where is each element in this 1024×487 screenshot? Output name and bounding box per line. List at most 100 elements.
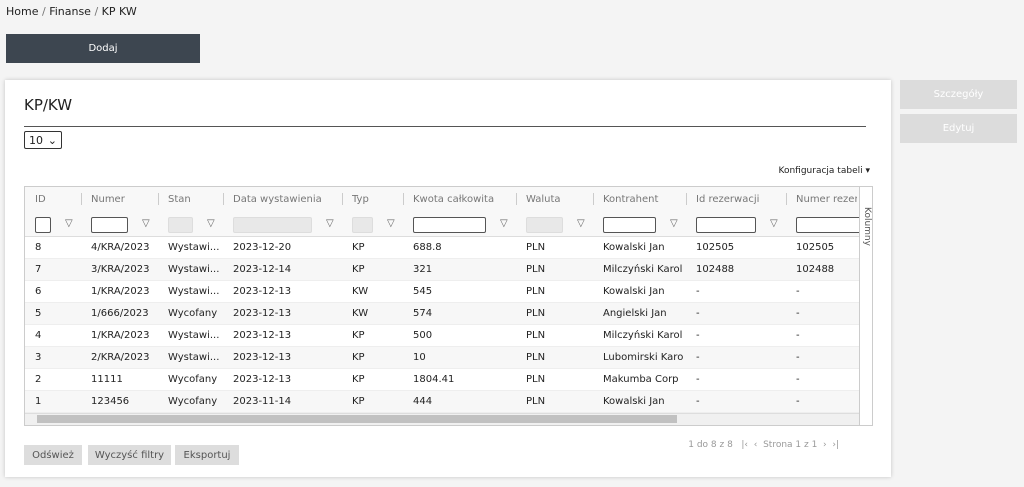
column-header[interactable]: Numer [91, 194, 125, 205]
filter-icon[interactable]: ▽ [387, 218, 395, 229]
config-menu[interactable]: Konfiguracja tabeli ▾ [778, 166, 870, 176]
table-cell: 2023-12-13 [233, 286, 292, 297]
column-header[interactable]: Typ [352, 194, 369, 205]
table-row [25, 281, 859, 303]
table-cell: - [696, 286, 700, 297]
table-cell: Wystawi... [168, 264, 220, 275]
columns-label[interactable]: Kolumny [862, 207, 872, 246]
table-cell: 3 [35, 352, 42, 363]
table-row [25, 347, 859, 369]
filter-icon[interactable]: ▽ [670, 218, 678, 229]
filter-icon[interactable]: ▽ [500, 218, 508, 229]
page-label: Strona 1 z 1 [763, 440, 818, 450]
column-header[interactable]: Stan [168, 194, 191, 205]
page-size-select[interactable]: 10 ⌄ [24, 131, 62, 149]
details-button[interactable]: Szczegóły [900, 80, 1017, 109]
table-cell: 10 [413, 352, 426, 363]
column-header[interactable]: ID [35, 194, 46, 205]
filter-icon[interactable]: ▽ [326, 218, 334, 229]
column-separator [223, 193, 224, 205]
table-cell: PLN [526, 330, 546, 341]
column-header[interactable]: Kwota całkowita [413, 194, 495, 205]
filter-icon[interactable]: ▽ [207, 218, 215, 229]
table-cell: 8 [35, 242, 42, 253]
table-cell: 545 [413, 286, 433, 297]
column-header[interactable]: Waluta [526, 194, 561, 205]
column-separator [403, 193, 404, 205]
table-cell: - [796, 286, 800, 297]
filter-icon[interactable]: ▽ [577, 218, 585, 229]
filter-input[interactable] [91, 217, 128, 233]
column-header[interactable]: Id rezerwacji [696, 194, 760, 205]
table-cell: 6 [35, 286, 42, 297]
table-cell: 444 [413, 396, 433, 407]
table-cell: Wycofany [168, 308, 218, 319]
table-cell: 1/KRA/2023 [91, 330, 150, 341]
table-cell: Kowalski Jan [603, 242, 665, 253]
crumb[interactable]: Home [6, 5, 39, 18]
filter-input[interactable] [35, 217, 51, 233]
edit-button[interactable]: Edytuj [900, 114, 1017, 143]
table-cell: 4/KRA/2023 [91, 242, 150, 253]
table: ID ▽ Numer ▽ Stan ▽ Data wystawienia ▽ Typ ▽ Kwota… [24, 186, 873, 426]
table-cell: 102505 [696, 242, 735, 253]
filter-input[interactable] [603, 217, 656, 233]
filter-icon[interactable]: ▽ [65, 218, 73, 229]
table-cell: 2/KRA/2023 [91, 352, 150, 363]
table-cell: 11111 [91, 374, 123, 385]
table-cell: KW [352, 286, 369, 297]
table-cell: 102505 [796, 242, 835, 253]
column-header[interactable]: Kontrahent [603, 194, 659, 205]
config-label: Konfiguracja tabeli [778, 166, 863, 176]
refresh-button[interactable]: Odśwież [24, 445, 82, 465]
add-button[interactable]: Dodaj [6, 34, 200, 63]
table-cell: KW [352, 308, 369, 319]
table-cell: 2023-12-13 [233, 308, 292, 319]
filter-icon[interactable]: ▽ [770, 218, 778, 229]
card: KP/KW 10 ⌄ Konfiguracja tabeli ▾ ID ▽ Numer… [5, 80, 891, 477]
table-cell: KP [352, 352, 365, 363]
table-cell: 574 [413, 308, 433, 319]
table-cell: Angielski Jan [603, 308, 667, 319]
table-cell: Lubomirski Karol [603, 352, 684, 363]
column-separator [516, 193, 517, 205]
table-cell: PLN [526, 374, 546, 385]
table-cell: KP [352, 396, 365, 407]
table-cell: 3/KRA/2023 [91, 264, 150, 275]
export-button[interactable]: Eksportuj [175, 445, 239, 465]
column-header[interactable]: Data wystawienia [233, 194, 322, 205]
table-cell: - [796, 330, 800, 341]
table-cell: Wystawi... [168, 352, 220, 363]
table-cell: 5 [35, 308, 42, 319]
filter-icon[interactable]: ▽ [142, 218, 150, 229]
table-cell: - [696, 352, 700, 363]
table-cell: - [696, 330, 700, 341]
table-cell: KP [352, 242, 365, 253]
column-header[interactable]: Numer rezerw [796, 194, 857, 205]
column-separator [342, 193, 343, 205]
table-cell: PLN [526, 352, 546, 363]
scroll-thumb[interactable] [37, 415, 677, 423]
filter-input[interactable] [413, 217, 486, 233]
clear-filters-button[interactable]: Wyczyść filtry [88, 445, 171, 465]
filter-input[interactable] [233, 217, 312, 233]
filter-input[interactable] [696, 217, 756, 233]
columns-panel[interactable]: Kolumny [859, 187, 872, 425]
pagination: 1 do 8 z 8 |‹ ‹ Strona 1 z 1 › ›| [688, 440, 839, 450]
table-cell: 1/KRA/2023 [91, 286, 150, 297]
filter-input[interactable] [796, 217, 866, 233]
table-cell: 321 [413, 264, 433, 275]
table-row [25, 369, 859, 391]
filter-input[interactable] [526, 217, 563, 233]
table-cell: 2023-12-13 [233, 374, 292, 385]
column-separator [81, 193, 82, 205]
breadcrumb: Home / Finanse / KP KW [6, 5, 137, 18]
table-cell: Wystawi... [168, 330, 220, 341]
filter-input[interactable] [352, 217, 373, 233]
table-cell: Kowalski Jan [603, 286, 665, 297]
page-size: 10 [29, 134, 43, 147]
filter-input[interactable] [168, 217, 193, 233]
table-cell: PLN [526, 286, 546, 297]
crumb[interactable]: Finanse [49, 5, 91, 18]
table-cell: - [796, 374, 800, 385]
